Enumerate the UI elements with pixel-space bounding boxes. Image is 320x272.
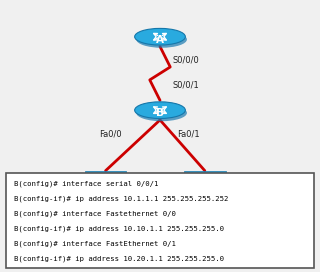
FancyBboxPatch shape [184, 183, 226, 187]
Text: B(config-if)# ip address 10.10.1.1 255.255.255.0: B(config-if)# ip address 10.10.1.1 255.2… [14, 225, 224, 231]
Text: B(config-if)# ip address 10.1.1.1 255.255.255.252: B(config-if)# ip address 10.1.1.1 255.25… [14, 195, 229, 202]
Text: B(config-if)# ip address 10.20.1.1 255.255.255.0: B(config-if)# ip address 10.20.1.1 255.2… [14, 255, 224, 261]
Text: S0/0/0: S0/0/0 [173, 56, 200, 65]
FancyBboxPatch shape [85, 183, 126, 187]
Text: B(config)# interface serial 0/0/1: B(config)# interface serial 0/0/1 [14, 180, 159, 187]
FancyBboxPatch shape [6, 173, 314, 268]
Ellipse shape [136, 104, 187, 121]
Text: S0/0/1: S0/0/1 [173, 81, 200, 90]
FancyBboxPatch shape [85, 171, 126, 183]
Text: B: B [156, 108, 164, 118]
Text: Fa0/0: Fa0/0 [99, 129, 122, 138]
Ellipse shape [136, 31, 187, 48]
Text: B(config)# interface Fastethernet 0/0: B(config)# interface Fastethernet 0/0 [14, 210, 176, 217]
Ellipse shape [135, 28, 185, 45]
Text: A: A [156, 35, 164, 45]
Ellipse shape [135, 102, 185, 119]
Text: B(config)# interface FastEthernet 0/1: B(config)# interface FastEthernet 0/1 [14, 240, 176, 246]
FancyBboxPatch shape [184, 171, 226, 183]
Text: Fa0/1: Fa0/1 [178, 129, 200, 138]
